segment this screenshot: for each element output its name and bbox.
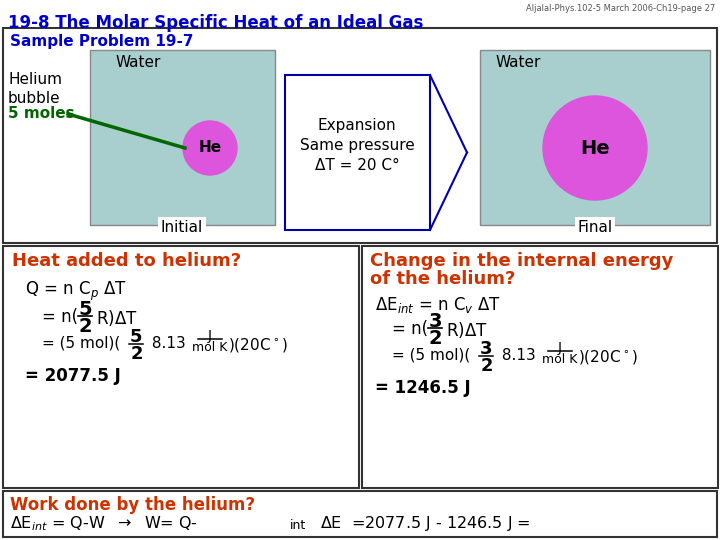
Circle shape xyxy=(183,121,237,175)
Text: $\Delta$E  =2077.5 J - 1246.5 J =: $\Delta$E =2077.5 J - 1246.5 J = xyxy=(320,514,531,533)
Text: Heat added to helium?: Heat added to helium? xyxy=(12,252,241,270)
Text: $\mathbf{3}$: $\mathbf{3}$ xyxy=(480,340,492,358)
Text: Final: Final xyxy=(577,220,613,235)
Text: = n(: = n( xyxy=(392,320,428,338)
Text: 5 moles: 5 moles xyxy=(8,106,75,121)
Text: He: He xyxy=(199,140,222,156)
Bar xyxy=(362,246,718,488)
Text: J: J xyxy=(208,329,212,343)
Bar xyxy=(3,491,717,537)
Circle shape xyxy=(543,96,647,200)
Text: Water: Water xyxy=(115,55,161,70)
Text: = (5 mol)(: = (5 mol)( xyxy=(42,336,120,351)
Text: $\mathbf{2}$: $\mathbf{2}$ xyxy=(428,329,442,348)
Text: Q = n C$_p$ $\Delta$T: Q = n C$_p$ $\Delta$T xyxy=(25,280,127,303)
Text: = (5 mol)(: = (5 mol)( xyxy=(392,348,470,363)
Text: $\mathbf{3}$: $\mathbf{3}$ xyxy=(428,312,442,331)
Text: Sample Problem 19-7: Sample Problem 19-7 xyxy=(10,34,194,49)
Text: $\mathbf{2}$: $\mathbf{2}$ xyxy=(480,357,492,375)
Text: $\mathbf{2}$: $\mathbf{2}$ xyxy=(78,317,92,336)
Text: R)$\Delta$T: R)$\Delta$T xyxy=(446,320,487,340)
Bar xyxy=(480,50,710,225)
Text: Same pressure: Same pressure xyxy=(300,138,415,153)
Text: Water: Water xyxy=(495,55,541,70)
Text: Initial: Initial xyxy=(161,220,203,235)
Text: Expansion: Expansion xyxy=(318,118,396,133)
Text: $\mathbf{5}$: $\mathbf{5}$ xyxy=(130,328,143,346)
Text: J: J xyxy=(558,341,562,355)
Text: )(20C$^\circ$): )(20C$^\circ$) xyxy=(578,348,638,366)
Text: ΔT = 20 C°: ΔT = 20 C° xyxy=(315,158,400,173)
Text: = n(: = n( xyxy=(42,308,78,326)
Bar xyxy=(90,50,275,225)
Text: Helium
bubble: Helium bubble xyxy=(8,72,62,106)
Text: R)$\Delta$T: R)$\Delta$T xyxy=(96,308,138,328)
Text: int: int xyxy=(290,519,306,532)
Text: 19-8 The Molar Specific Heat of an Ideal Gas: 19-8 The Molar Specific Heat of an Ideal… xyxy=(8,14,423,32)
Text: 8.13: 8.13 xyxy=(497,348,541,363)
Text: of the helium?: of the helium? xyxy=(370,270,516,288)
Text: Change in the internal energy: Change in the internal energy xyxy=(370,252,673,270)
Text: He: He xyxy=(580,138,610,158)
Text: mol K: mol K xyxy=(542,353,577,366)
Text: mol K: mol K xyxy=(192,341,228,354)
Text: Aljalal-Phys.102-5 March 2006-Ch19-page 27: Aljalal-Phys.102-5 March 2006-Ch19-page … xyxy=(526,4,715,13)
Bar xyxy=(285,75,430,230)
Text: = 1246.5 J: = 1246.5 J xyxy=(375,379,471,397)
Text: Work done by the helium?: Work done by the helium? xyxy=(10,496,255,514)
Text: $\Delta$E$_{int}$ = Q-W  $\rightarrow$  W= Q-: $\Delta$E$_{int}$ = Q-W $\rightarrow$ W=… xyxy=(10,514,198,532)
Text: $\mathbf{5}$: $\mathbf{5}$ xyxy=(78,300,92,319)
Text: $\Delta$E$_{int}$ = n C$_v$ $\Delta$T: $\Delta$E$_{int}$ = n C$_v$ $\Delta$T xyxy=(375,295,501,315)
Bar xyxy=(3,246,359,488)
Bar xyxy=(3,28,717,243)
Text: 8.13: 8.13 xyxy=(147,336,191,351)
Text: )(20C$^\circ$): )(20C$^\circ$) xyxy=(228,336,288,354)
Text: $\mathbf{2}$: $\mathbf{2}$ xyxy=(130,345,143,363)
Text: = 2077.5 J: = 2077.5 J xyxy=(25,367,121,385)
